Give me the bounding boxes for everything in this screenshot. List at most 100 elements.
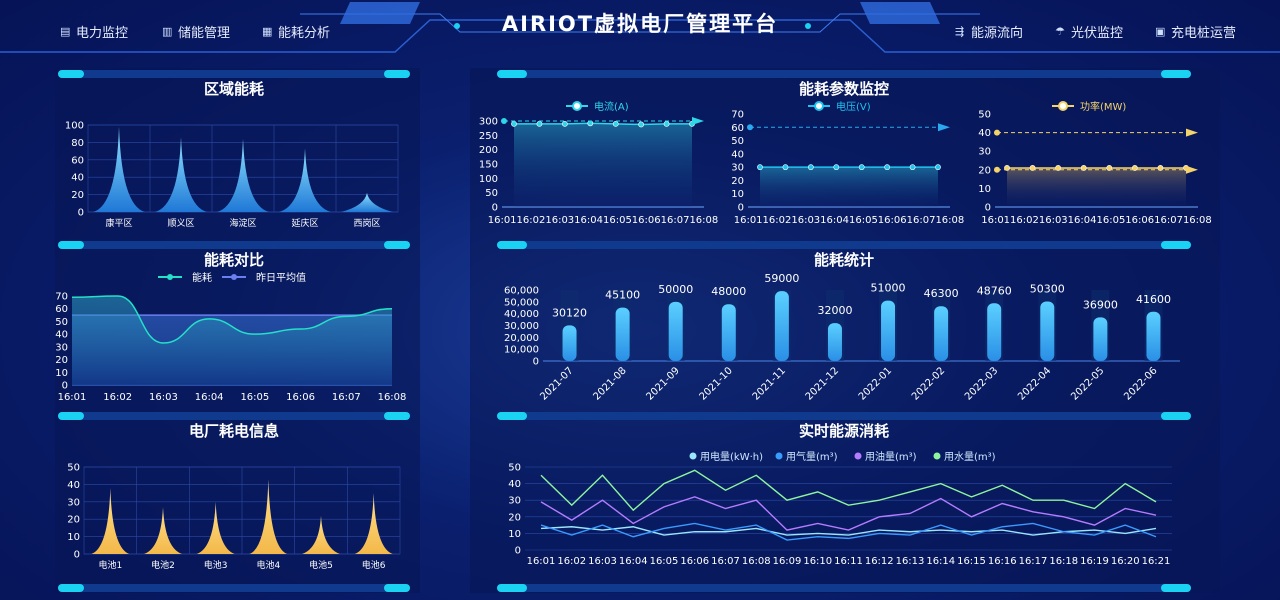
nav-item-storage[interactable]: ▥ 储能管理 — [162, 22, 230, 41]
divider-cap — [497, 584, 527, 592]
series-area — [514, 123, 692, 207]
nav-item-solar[interactable]: ☂ 光伏监控 — [1055, 22, 1123, 41]
solar-icon: ☂ — [1055, 24, 1065, 38]
y-tick-label: 20 — [55, 355, 68, 366]
y-tick-label: 60 — [55, 304, 68, 315]
divider — [58, 412, 410, 420]
peak-mark — [340, 192, 394, 212]
data-point — [1055, 165, 1062, 171]
monitor-icon: ▤ — [60, 24, 71, 38]
x-tick-label: 16:03 — [588, 556, 617, 567]
nav-item-energy-flow[interactable]: ⇶ 能源流向 — [955, 22, 1023, 41]
legend-label: 用水量(m³) — [944, 451, 996, 463]
legend-marker — [231, 274, 237, 280]
divider-cap — [1161, 584, 1191, 592]
bar — [1040, 301, 1055, 361]
legend-marker — [689, 452, 697, 460]
y-tick-label: 50 — [485, 188, 498, 199]
x-tick-labels: 16:0116:0216:0316:0416:0516:0616:0716:08 — [488, 215, 719, 226]
peak-mark — [278, 148, 332, 212]
divider-cap — [384, 584, 410, 592]
x-tick-label: 西岗区 — [353, 218, 380, 229]
legend-label: 能耗 — [192, 271, 212, 284]
x-tick-label: 16:01 — [58, 392, 87, 403]
mark-line-arrow — [1186, 128, 1198, 137]
data-point — [935, 164, 941, 171]
divider-cap — [384, 412, 410, 420]
nav-label: 电力监控 — [76, 26, 129, 41]
data-label: 45100 — [605, 289, 640, 302]
y-tick-label: 40 — [508, 479, 521, 490]
divider — [497, 584, 1191, 592]
y-tick-label: 50,000 — [504, 297, 539, 308]
x-tick-label: 康平区 — [105, 217, 132, 229]
series-line — [71, 295, 393, 344]
charger-icon: ▣ — [1155, 24, 1166, 38]
panel-title-params: 能耗参数监控 — [798, 80, 889, 98]
legend-label: 用电量(kW·h) — [700, 450, 763, 463]
x-tick-label: 16:01 — [527, 556, 556, 567]
x-tick-label: 2021-08 — [591, 365, 628, 402]
data-label: 30120 — [552, 306, 587, 319]
divider-cap — [58, 412, 84, 420]
divider-cap — [58, 70, 84, 78]
data-label: 51000 — [871, 282, 906, 295]
y-tick-label: 40 — [55, 330, 68, 341]
y-tick-label: 20 — [71, 190, 84, 201]
x-tick-label: 16:16 — [988, 556, 1017, 567]
bar — [827, 323, 842, 361]
nav-label: 能源流向 — [971, 26, 1024, 41]
nav-item-analysis[interactable]: ▦ 能耗分析 — [262, 22, 330, 41]
divider-cap — [1161, 412, 1191, 420]
bar — [562, 325, 577, 361]
y-tick-label: 0 — [515, 546, 521, 557]
peak-mark — [249, 479, 288, 554]
y-tick-label: 100 — [65, 121, 84, 132]
x-tick-label: 16:08 — [378, 392, 407, 403]
data-point — [909, 164, 916, 171]
x-tick-label: 16:15 — [957, 556, 986, 567]
bar — [881, 300, 896, 361]
x-tick-label: 16:04 — [195, 392, 224, 403]
analysis-icon: ▦ — [262, 24, 273, 38]
y-tick-label: 60,000 — [504, 286, 539, 297]
legend-marker — [1058, 101, 1068, 111]
mark-line-start — [994, 129, 1000, 136]
bar — [615, 307, 630, 361]
mark-line-arrow — [938, 123, 950, 132]
x-tick-labels: 16:0116:0216:0316:0416:0516:0616:0716:08 — [734, 215, 965, 226]
legend-marker — [775, 452, 783, 460]
x-tick-labels: 16:0116:0216:0316:0416:0516:0616:0716:08 — [981, 215, 1212, 226]
y-tick-label: 20 — [731, 176, 744, 187]
y-tick-label: 50 — [55, 317, 68, 328]
y-tick-label: 20 — [508, 512, 521, 523]
divider — [497, 241, 1191, 249]
x-tick-label: 2021-07 — [538, 365, 575, 402]
x-tick-label: 16:03 — [149, 392, 178, 403]
data-point — [511, 120, 517, 127]
x-tick-label: 16:10 — [803, 556, 832, 567]
divider — [58, 70, 410, 78]
x-tick-label: 2022-02 — [910, 365, 947, 402]
series-area — [1007, 167, 1186, 207]
divider-cap — [58, 241, 84, 249]
peak-mark — [92, 126, 146, 212]
panel-title-stats: 能耗统计 — [813, 251, 874, 269]
y-tick-label: 50 — [978, 110, 991, 121]
series-line — [514, 122, 692, 126]
series-line — [540, 522, 1157, 541]
legend-label: 用油量(m³) — [865, 450, 917, 463]
x-tick-label: 16:14 — [926, 556, 955, 567]
y-tick-label: 20 — [67, 515, 80, 526]
nav-item-charger[interactable]: ▣ 充电桩运营 — [1155, 22, 1236, 41]
y-tick-label: 50 — [508, 463, 521, 474]
data-label: 48760 — [977, 284, 1012, 297]
y-tick-label: 150 — [479, 160, 498, 171]
data-point — [782, 164, 789, 171]
nav-item-power-monitor[interactable]: ▤ 电力监控 — [60, 22, 128, 41]
page-title: AIRIOT虚拟电厂管理平台 — [501, 12, 779, 36]
x-tick-label: 2021-09 — [644, 365, 681, 402]
x-tick-label: 16:04 — [619, 556, 648, 567]
y-tick-label: 0 — [62, 381, 68, 392]
y-tick-label: 30,000 — [504, 321, 539, 332]
